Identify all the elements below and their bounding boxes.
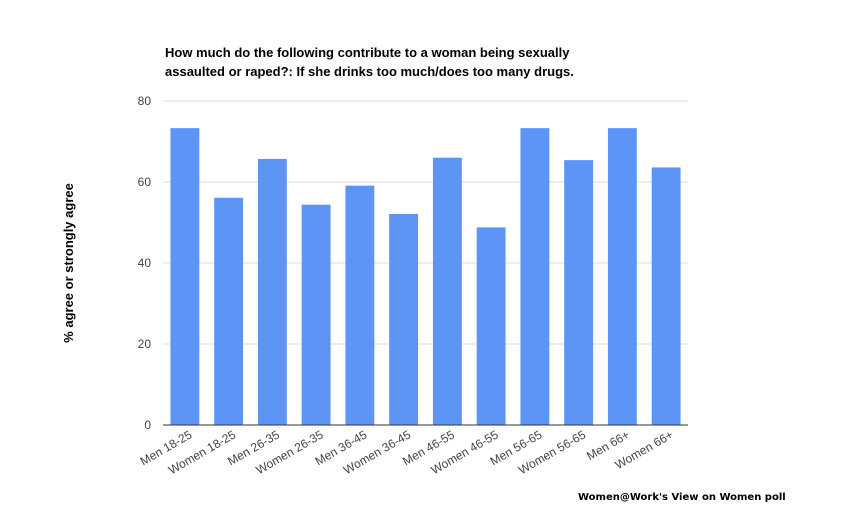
bar: [301, 204, 331, 425]
y-axis-ticks: 0 20 40 60 80: [138, 94, 152, 432]
y-axis-title: % agree or strongly agree: [61, 183, 76, 343]
y-tick-label: 60: [138, 175, 152, 189]
source-note: Women@Work's View on Women poll: [578, 492, 786, 503]
bar: [651, 167, 681, 426]
bar: [607, 128, 637, 425]
chart-title-line-1: How much do the following contribute to …: [165, 45, 570, 60]
gridlines: [163, 100, 688, 345]
bar: [214, 197, 244, 425]
y-tick-label: 80: [138, 94, 152, 108]
bar: [520, 128, 550, 425]
y-tick-label: 0: [144, 418, 151, 432]
bar: [389, 213, 419, 425]
bar: [257, 158, 287, 426]
bar: [345, 185, 375, 425]
bar: [432, 157, 462, 425]
y-tick-label: 40: [138, 256, 152, 270]
bars: [170, 128, 681, 426]
chart-title-line-2: assaulted or raped?: If she drinks too m…: [165, 64, 574, 79]
bar: [170, 128, 200, 425]
y-tick-label: 20: [138, 337, 152, 351]
bar: [476, 227, 506, 425]
bar: [564, 160, 594, 425]
